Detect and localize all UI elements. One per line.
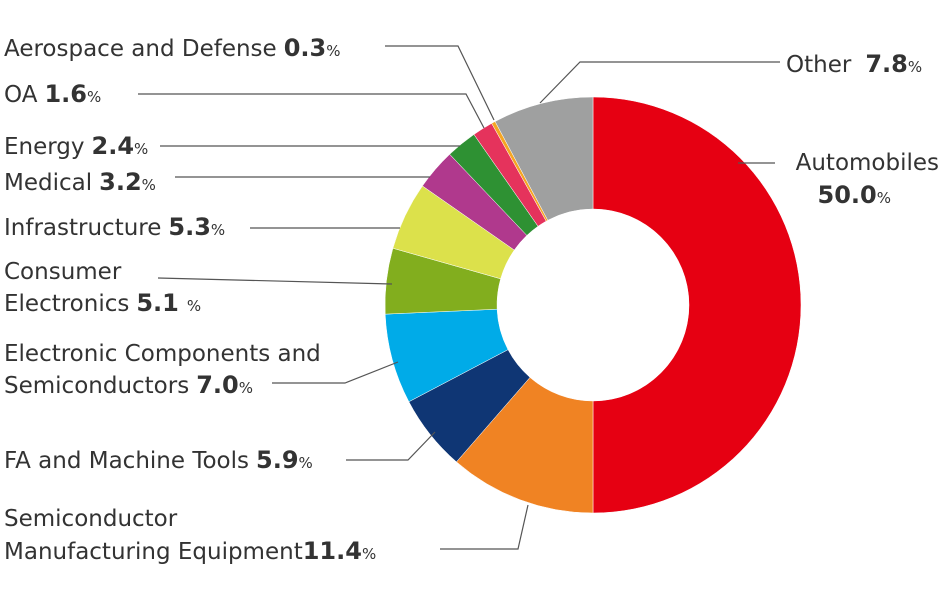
donut-slices: [384, 96, 802, 514]
label-semi-mfg-line1: Semiconductor: [4, 506, 178, 532]
label-electronic-line1: Electronic Components and: [4, 341, 321, 367]
leader-electronic: [272, 361, 399, 384]
leader-other: [539, 61, 780, 104]
label-electronic-line2: Semiconductors 7.0%: [4, 371, 253, 399]
label-automobiles-value: 50.0%: [818, 181, 891, 209]
label-automobiles-name: Automobiles: [796, 150, 939, 176]
label-medical: Medical 3.2%: [4, 168, 156, 196]
label-aerospace: Aerospace and Defense 0.3%: [4, 34, 340, 62]
label-semi-mfg-line2: Manufacturing Equipment11.4%: [4, 537, 376, 565]
label-energy: Energy 2.4%: [4, 132, 148, 160]
label-consumer-line2: Electronics 5.1%: [4, 289, 201, 317]
label-consumer-line1: Consumer: [4, 259, 122, 285]
slice-automobiles: [592, 96, 802, 514]
label-infrastructure: Infrastructure 5.3%: [4, 213, 225, 241]
leader-semi-mfg: [440, 504, 529, 550]
label-other: Other 7.8%: [786, 50, 922, 78]
label-oa: OA 1.6%: [4, 80, 101, 108]
leader-oa: [138, 93, 485, 129]
leader-aerospace: [385, 45, 495, 121]
leader-lines: [138, 45, 780, 550]
label-fa: FA and Machine Tools 5.9%: [4, 446, 313, 474]
slice-other: [494, 96, 594, 221]
leader-consumer: [157, 277, 393, 285]
leader-fa: [346, 431, 436, 461]
